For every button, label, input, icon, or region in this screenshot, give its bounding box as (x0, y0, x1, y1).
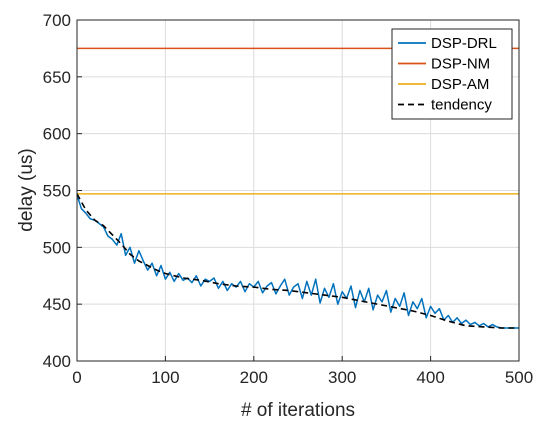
plot-frame (76, 19, 520, 362)
y-tick-label: 450 (43, 295, 71, 314)
x-tick-label: 0 (72, 368, 81, 387)
x-tick-label: 300 (328, 368, 356, 387)
x-tick-label: 200 (240, 368, 268, 387)
series-group (76, 47, 519, 329)
y-tick-label: 700 (43, 11, 71, 30)
series-line-tendency (76, 193, 519, 329)
y-axis-label: delay (us) (16, 148, 37, 231)
legend-entry-label: tendency (431, 97, 492, 114)
x-tick-label: 500 (505, 368, 533, 387)
x-tick-label: 400 (416, 368, 444, 387)
x-tick-label: 100 (151, 368, 179, 387)
y-tick-label: 650 (43, 68, 71, 87)
legend-entry-label: DSP-AM (431, 76, 489, 93)
x-tick-labels: 0 100 200 300 400 500 (72, 368, 533, 387)
series-line-dsp-drl (76, 194, 519, 329)
legend-entry-label: DSP-DRL (431, 35, 497, 52)
x-axis-label: # of iterations (241, 400, 355, 421)
y-tick-label: 500 (43, 238, 71, 257)
y-tick-label: 550 (43, 182, 71, 201)
legend-entry-label: DSP-NM (431, 56, 490, 73)
legend: DSP-DRL DSP-NM DSP-AM tendency (391, 28, 513, 120)
y-tick-labels: 400 450 500 550 600 650 700 (43, 11, 71, 371)
y-tick-label: 400 (43, 352, 71, 371)
y-tick-label: 600 (43, 125, 71, 144)
